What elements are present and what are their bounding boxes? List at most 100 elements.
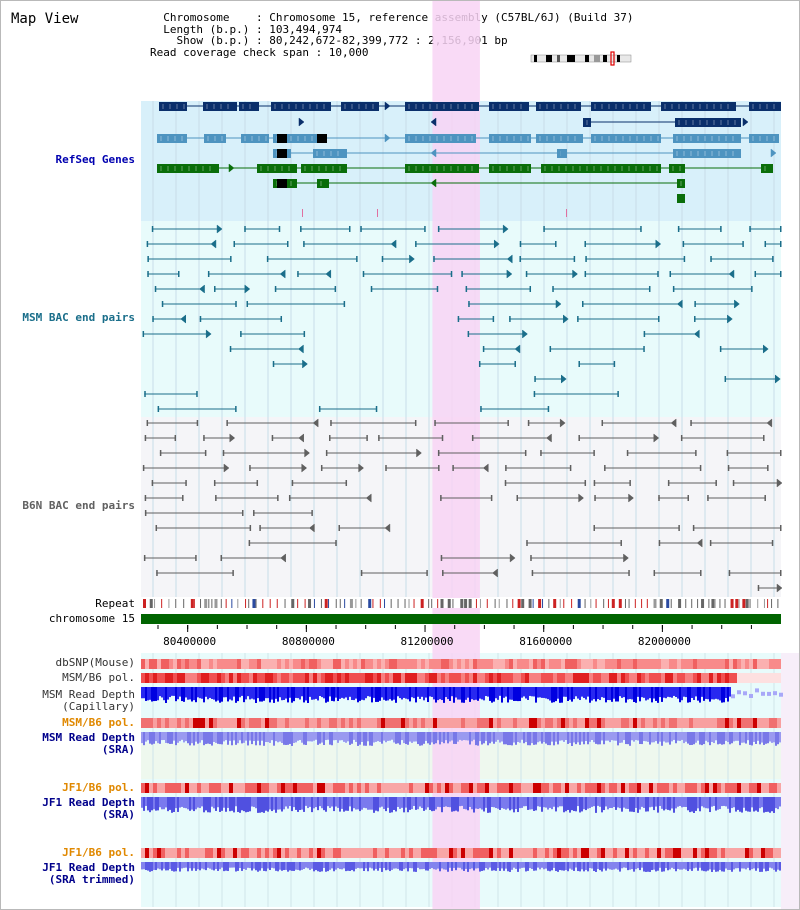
- repeat-element: [214, 599, 218, 608]
- jf1-pol-heat-cell: [305, 783, 309, 793]
- msm-sra-depth-bar: [753, 732, 755, 742]
- jf1-trim-depth-bar: [325, 862, 327, 872]
- jf1-pol-heat-cell: [689, 783, 693, 793]
- msm-pol-heat-cell: [509, 673, 513, 683]
- jf1-sra-depth-bar: [627, 797, 629, 809]
- msm-capillary-depth-bar: [585, 687, 587, 700]
- msm-capillary-depth-bar: [609, 687, 611, 701]
- msm-sra-pol-heat-cell: [617, 718, 621, 728]
- msm-pol-heat-cell: [197, 673, 201, 683]
- jf1-trim-pol-heat-cell: [201, 848, 205, 858]
- repeat-element: [603, 599, 605, 608]
- repeat-element: [711, 599, 715, 608]
- b6n-bac-end: [378, 435, 380, 441]
- jf1-trim-pol-heat-cell: [509, 848, 513, 858]
- msm-sra-depth-bar: [327, 732, 329, 740]
- msm-capillary-depth-bar: [493, 687, 495, 702]
- dbsnp-heat-cell: [673, 659, 677, 669]
- msm-sra-depth-bar: [677, 732, 679, 741]
- msm-capillary-depth-bar: [525, 687, 527, 699]
- msm-sra-pol-heat-cell: [165, 718, 169, 728]
- jf1-sra-depth-bar: [495, 797, 497, 809]
- repeat-element: [653, 599, 657, 608]
- msm-pol-heat-cell: [513, 673, 517, 683]
- msm-capillary-depth-bar: [361, 687, 363, 700]
- repeat-element: [577, 599, 581, 608]
- jf1-trim-pol-heat-cell: [289, 848, 293, 858]
- jf1-trim-pol-heat-cell: [265, 848, 269, 858]
- jf1-pol-heat-cell: [273, 783, 277, 793]
- jf1-sra-depth-bar: [601, 797, 603, 813]
- msm-bac-arrow: [555, 299, 562, 309]
- msm-sra-pol-heat-cell: [621, 718, 625, 728]
- label-refseq-genes[interactable]: RefSeq Genes: [55, 153, 135, 166]
- msm-bac-end: [214, 286, 216, 292]
- msm-sra-depth-bar: [323, 732, 325, 746]
- msm-sra-pol-heat-cell: [145, 718, 149, 728]
- repeat-element: [506, 599, 508, 608]
- jf1-sra-depth-bar: [625, 797, 627, 809]
- jf1-trim-pol-heat-cell: [457, 848, 461, 858]
- msm-sra-pol-heat-cell: [141, 718, 145, 728]
- jf1-trim-depth-bar: [675, 862, 677, 872]
- label-msm-bac[interactable]: MSM BAC end pairs: [22, 311, 135, 324]
- b6n-bac-arrow: [365, 493, 372, 503]
- jf1-sra-depth-bar: [373, 797, 375, 813]
- msm-capillary-depth-bar: [469, 687, 471, 702]
- b6n-bac-arrow: [653, 433, 660, 443]
- dbsnp-heat-cell: [169, 659, 173, 669]
- jf1-sra-depth-bar: [635, 797, 637, 808]
- msm-sra-depth-bar: [661, 732, 663, 746]
- jf1-sra-depth-bar: [423, 797, 425, 811]
- msm-sra-pol-heat-cell: [529, 718, 533, 728]
- msm-sra-depth-bar: [269, 732, 271, 743]
- jf1-trim-depth-bar: [653, 862, 655, 870]
- jf1-sra-depth-bar: [223, 797, 225, 808]
- msm-capillary-depth-bar: [349, 687, 351, 697]
- b6n-bac-end: [335, 540, 337, 546]
- jf1-trim-depth-bar: [727, 862, 729, 870]
- jf1-trim-depth-bar: [587, 862, 589, 872]
- jf1-trim-depth-bar: [611, 862, 613, 870]
- jf1-trim-depth-bar: [629, 862, 631, 870]
- jf1-sra-depth-bar: [203, 797, 205, 813]
- jf1-sra-depth-bar: [515, 797, 517, 810]
- msm-bac-end: [278, 226, 281, 232]
- msm-capillary-depth-bar: [161, 687, 163, 698]
- jf1-trim-depth-bar: [713, 862, 715, 870]
- ideogram-band: [546, 55, 552, 62]
- jf1-trim-pol-heat-cell: [397, 848, 401, 858]
- jf1-trim-pol-heat-cell: [529, 848, 533, 858]
- msm-sra-depth-bar: [381, 732, 383, 744]
- jf1-trim-pol-heat-cell: [517, 848, 521, 858]
- msm-sra-depth-bar: [193, 732, 195, 746]
- msm-sra-pol-heat-cell: [513, 718, 517, 728]
- jf1-pol-heat-cell: [437, 783, 441, 793]
- jf1-trim-pol-heat-cell: [637, 848, 641, 858]
- jf1-trim-depth-bar: [509, 862, 511, 872]
- refseq-dark-exon: [239, 102, 259, 111]
- jf1-trim-depth-bar: [761, 862, 763, 872]
- repeat-element: [494, 599, 496, 608]
- msm-capillary-depth-bar: [439, 687, 441, 700]
- msm-sra-depth-bar: [217, 732, 219, 744]
- jf1-trim-depth-bar: [747, 862, 749, 868]
- b6n-bac-end: [320, 465, 323, 471]
- msm-capillary-depth-bar: [423, 687, 425, 701]
- msm-capillary-depth-bar: [307, 687, 309, 703]
- jf1-trim-pol-heat-cell: [145, 848, 149, 858]
- jf1-pol-heat-cell: [629, 783, 633, 793]
- msm-sra-depth-bar: [567, 732, 569, 744]
- msm-capillary-depth-bar: [387, 687, 389, 701]
- msm-sra-pol-heat-cell: [381, 718, 385, 728]
- label-b6n-bac[interactable]: B6N BAC end pairs: [22, 499, 135, 512]
- repeat-element: [269, 599, 271, 608]
- refseq-direction-arrow: [770, 148, 777, 158]
- jf1-sra-depth-bar: [255, 797, 257, 809]
- msm-sra-depth-bar: [293, 732, 295, 743]
- jf1-trim-depth-bar: [263, 862, 265, 871]
- jf1-pol-heat-cell: [737, 783, 741, 793]
- jf1-sra-depth-bar: [303, 797, 305, 812]
